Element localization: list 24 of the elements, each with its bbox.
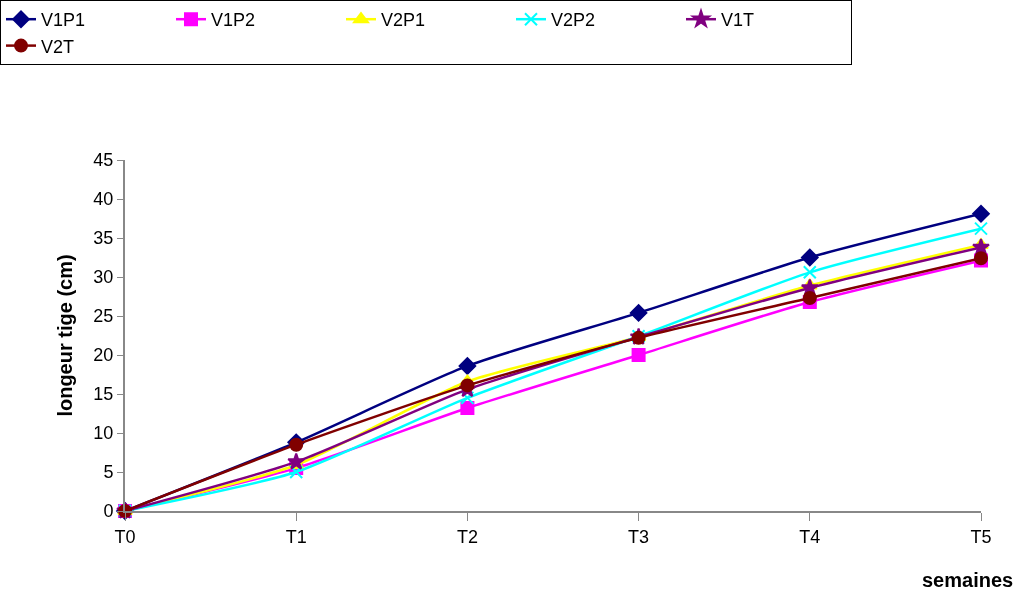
x-tick-label: T2 (456, 526, 478, 547)
x-tick-label: T4 (799, 526, 821, 547)
x-tick-label: T3 (628, 526, 650, 547)
legend-label: V2P2 (551, 10, 596, 31)
y-tick-label: 20 (93, 345, 114, 366)
x-axis-title: semaines (922, 569, 1014, 591)
legend-label: V2T (41, 36, 75, 57)
legend-label: V1P2 (211, 10, 256, 31)
legend-label: V1T (721, 10, 755, 31)
x-tick-label: T5 (970, 526, 992, 547)
y-tick-label: 30 (93, 267, 114, 288)
y-tick-label: 45 (93, 150, 114, 171)
legend-label: V2P1 (381, 10, 426, 31)
y-axis-title: longeur tige (cm) (54, 254, 77, 417)
y-tick-label: 0 (103, 501, 114, 522)
y-tick-label: 15 (93, 384, 114, 405)
y-tick-label: 5 (103, 462, 114, 483)
y-tick-label: 35 (93, 228, 114, 249)
y-tick-label: 40 (93, 189, 114, 210)
legend-label: V1P1 (41, 10, 86, 31)
x-tick-label: T1 (285, 526, 307, 547)
x-tick-label: T0 (114, 526, 136, 547)
y-tick-label: 25 (93, 306, 114, 327)
y-tick-label: 10 (93, 423, 114, 444)
